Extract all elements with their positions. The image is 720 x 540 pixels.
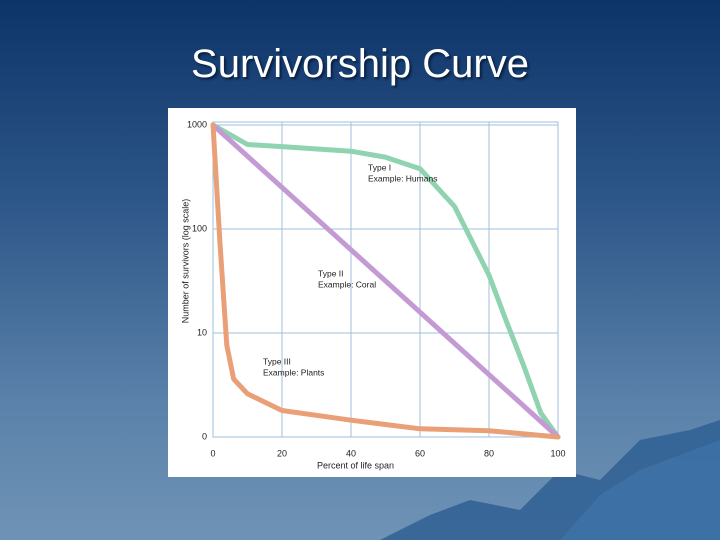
y-tick-label: 10 [197, 327, 207, 337]
line-series [210, 122, 561, 440]
x-tick-label: 0 [210, 448, 215, 458]
slide-title: Survivorship Curve [191, 42, 529, 86]
y-tick-label: 0 [202, 431, 207, 441]
chart-panel [168, 108, 576, 477]
y-tick-label: 100 [192, 223, 207, 233]
x-tick-label: 20 [277, 448, 287, 458]
y-axis-label: Number of survivors (log scale) [180, 199, 190, 324]
x-tick-label: 60 [415, 448, 425, 458]
annotation: Type II [318, 268, 344, 278]
mountains [560, 440, 720, 540]
annotation: Type III [263, 356, 291, 366]
annotation: Example: Plants [263, 367, 324, 377]
annotation: Example: Humans [368, 173, 437, 183]
annotation: Example: Coral [318, 279, 376, 289]
x-tick-label: 100 [550, 448, 565, 458]
annotation: Type I [368, 162, 391, 172]
x-axis-label: Percent of life span [317, 460, 394, 470]
x-tick-label: 80 [484, 448, 494, 458]
line-series [210, 122, 561, 440]
y-tick-label: 1000 [187, 119, 207, 129]
line-series [210, 122, 561, 440]
x-tick-label: 40 [346, 448, 356, 458]
